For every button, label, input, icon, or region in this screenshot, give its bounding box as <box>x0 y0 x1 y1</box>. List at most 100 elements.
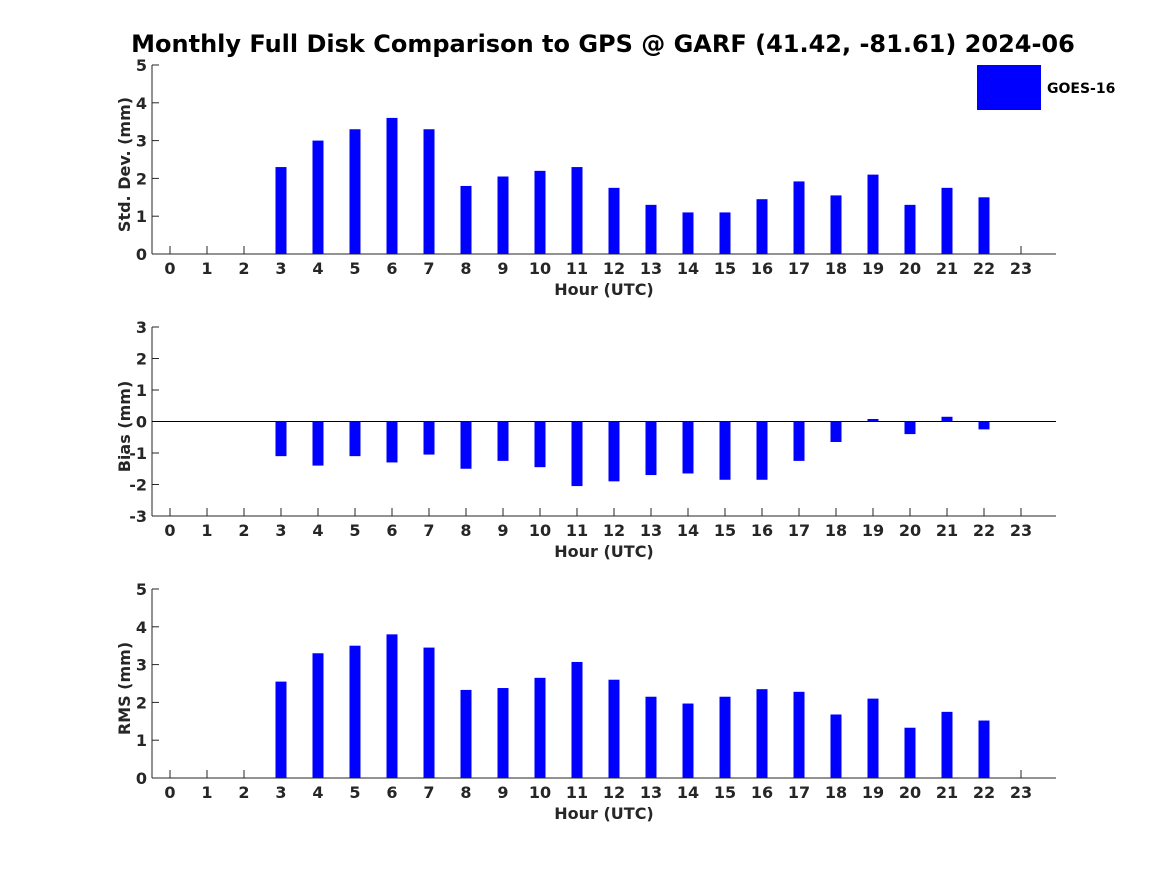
bar <box>682 703 694 778</box>
bar <box>830 714 842 778</box>
y-tick-label: 3 <box>136 656 147 675</box>
y-tick-label: 1 <box>136 207 147 226</box>
x-tick-label: 2 <box>238 521 249 540</box>
bar <box>904 421 916 435</box>
bar <box>682 212 694 254</box>
x-tick-label: 10 <box>529 783 551 802</box>
x-tick-label: 3 <box>275 521 286 540</box>
bar <box>460 421 472 469</box>
x-tick-label: 5 <box>349 259 360 278</box>
bar <box>867 174 879 254</box>
x-tick-label: 2 <box>238 259 249 278</box>
x-tick-label: 4 <box>312 259 323 278</box>
bar <box>312 140 324 254</box>
y-tick-label: 5 <box>136 580 147 599</box>
bar <box>941 416 953 422</box>
bar <box>719 696 731 778</box>
x-tick-label: 3 <box>275 259 286 278</box>
y-axis-label: Std. Dev. (mm) <box>115 97 134 232</box>
bar <box>941 711 953 778</box>
x-tick-label: 13 <box>640 783 662 802</box>
bar <box>275 681 287 778</box>
x-tick-label: 14 <box>677 521 699 540</box>
y-axis-label: Bias (mm) <box>115 381 134 473</box>
x-tick-label: 15 <box>714 783 736 802</box>
x-tick-label: 7 <box>423 521 434 540</box>
x-tick-label: 0 <box>164 521 175 540</box>
y-tick-label: -2 <box>129 476 147 495</box>
x-tick-label: 11 <box>566 259 588 278</box>
bar <box>645 204 657 254</box>
y-tick-label: 4 <box>136 94 147 113</box>
y-tick-label: 2 <box>136 350 147 369</box>
x-tick-label: 5 <box>349 521 360 540</box>
bar <box>830 421 842 442</box>
y-tick-label: 1 <box>136 731 147 750</box>
bar <box>756 199 768 254</box>
bar <box>423 421 435 455</box>
x-tick-label: 1 <box>201 521 212 540</box>
y-tick-label: 1 <box>136 381 147 400</box>
x-axis-label: Hour (UTC) <box>554 542 654 561</box>
bar <box>756 421 768 480</box>
bar <box>349 421 361 457</box>
y-tick-label: 3 <box>136 132 147 151</box>
x-tick-label: 15 <box>714 521 736 540</box>
bar <box>645 421 657 476</box>
x-tick-label: 1 <box>201 259 212 278</box>
x-tick-label: 18 <box>825 521 847 540</box>
x-tick-label: 16 <box>751 521 773 540</box>
x-tick-label: 18 <box>825 259 847 278</box>
x-tick-label: 20 <box>899 783 921 802</box>
x-tick-label: 6 <box>386 783 397 802</box>
x-tick-label: 18 <box>825 783 847 802</box>
bar <box>608 421 620 482</box>
x-tick-label: 6 <box>386 259 397 278</box>
bar <box>497 688 509 778</box>
x-tick-label: 19 <box>862 521 884 540</box>
x-tick-label: 12 <box>603 783 625 802</box>
legend-label: GOES-16 <box>1047 81 1115 97</box>
bar <box>460 185 472 254</box>
bar <box>793 691 805 778</box>
x-tick-label: 11 <box>566 521 588 540</box>
bar <box>312 421 324 466</box>
x-tick-label: 0 <box>164 783 175 802</box>
x-tick-label: 23 <box>1010 783 1032 802</box>
bar <box>571 421 583 487</box>
y-tick-label: 5 <box>136 56 147 75</box>
x-tick-label: 11 <box>566 783 588 802</box>
x-tick-label: 9 <box>497 259 508 278</box>
x-tick-label: 7 <box>423 259 434 278</box>
x-tick-label: 4 <box>312 521 323 540</box>
x-axis-label: Hour (UTC) <box>554 804 654 823</box>
bar <box>312 653 324 778</box>
y-tick-label: 4 <box>136 618 147 637</box>
x-tick-label: 21 <box>936 783 958 802</box>
x-tick-label: 22 <box>973 259 995 278</box>
x-tick-label: 17 <box>788 521 810 540</box>
bar <box>460 689 472 778</box>
x-tick-label: 23 <box>1010 521 1032 540</box>
bar <box>793 181 805 254</box>
x-tick-label: 10 <box>529 259 551 278</box>
x-tick-label: 14 <box>677 783 699 802</box>
bar <box>793 421 805 461</box>
bar <box>756 689 768 778</box>
bar <box>349 645 361 778</box>
bar <box>941 187 953 254</box>
x-tick-label: 19 <box>862 783 884 802</box>
x-tick-label: 16 <box>751 783 773 802</box>
bar <box>867 418 879 422</box>
y-tick-label: -1 <box>129 444 147 463</box>
x-tick-label: 4 <box>312 783 323 802</box>
x-tick-label: 23 <box>1010 259 1032 278</box>
x-tick-label: 5 <box>349 783 360 802</box>
bar <box>682 421 694 474</box>
bar <box>534 170 546 254</box>
x-tick-label: 8 <box>460 259 471 278</box>
x-tick-label: 14 <box>677 259 699 278</box>
